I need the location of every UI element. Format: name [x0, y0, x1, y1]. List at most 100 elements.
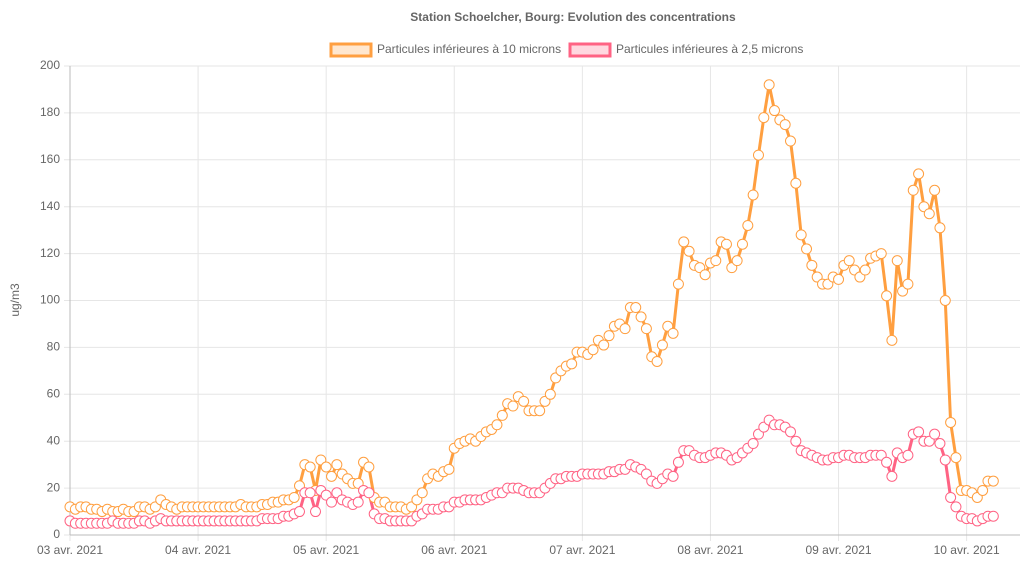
data-point: [833, 273, 845, 285]
data-point: [891, 255, 903, 267]
data-point: [352, 496, 364, 508]
x-tick-label: 08 avr. 2021: [677, 543, 743, 557]
y-tick-label: 40: [47, 433, 61, 447]
data-point: [651, 355, 663, 367]
y-tick-label: 80: [47, 340, 61, 354]
data-point: [859, 264, 871, 276]
x-tick-label: 04 avr. 2021: [165, 543, 231, 557]
data-point: [945, 416, 957, 428]
data-point: [363, 487, 375, 499]
y-tick-label: 180: [40, 105, 60, 119]
chart-title: Station Schoelcher, Bourg: Evolution des…: [410, 10, 736, 24]
data-point: [881, 456, 893, 468]
data-point: [886, 334, 898, 346]
data-point: [331, 459, 343, 471]
data-point: [566, 358, 578, 370]
data-point: [630, 302, 642, 314]
x-tick-label: 05 avr. 2021: [293, 543, 359, 557]
data-point: [934, 222, 946, 234]
data-point: [929, 428, 941, 440]
y-tick-label: 120: [40, 246, 60, 260]
data-point: [747, 189, 759, 201]
data-point: [977, 484, 989, 496]
y-tick-label: 200: [40, 58, 60, 72]
data-point: [640, 323, 652, 335]
data-point: [667, 327, 679, 339]
data-point: [672, 456, 684, 468]
data-point: [320, 461, 332, 473]
data-point: [768, 105, 780, 117]
x-tick-label: 09 avr. 2021: [806, 543, 872, 557]
y-tick-label: 100: [40, 293, 60, 307]
y-tick-label: 60: [47, 386, 61, 400]
data-point: [699, 269, 711, 281]
data-point: [790, 177, 802, 189]
data-point: [534, 405, 546, 417]
data-point: [288, 491, 300, 503]
data-point: [507, 400, 519, 412]
data-point: [881, 290, 893, 302]
data-point: [293, 506, 305, 518]
data-point: [304, 461, 316, 473]
data-point: [801, 243, 813, 255]
data-point: [747, 438, 759, 450]
data-point: [939, 454, 951, 466]
data-point: [785, 426, 797, 438]
data-point: [720, 238, 732, 250]
data-point: [326, 496, 338, 508]
data-point: [742, 219, 754, 231]
data-point: [987, 475, 999, 487]
data-point: [779, 119, 791, 131]
data-point: [326, 470, 338, 482]
data-point: [598, 339, 610, 351]
x-tick-label: 06 avr. 2021: [421, 543, 487, 557]
data-point: [939, 295, 951, 306]
data-point: [672, 278, 684, 290]
legend-swatch: [568, 42, 612, 58]
data-point: [304, 487, 316, 499]
data-point: [795, 229, 807, 241]
data-point: [945, 491, 957, 503]
data-point: [843, 255, 855, 267]
data-point: [518, 395, 530, 407]
data-point: [683, 245, 695, 257]
data-point: [929, 184, 941, 196]
data-point: [667, 470, 679, 482]
data-point: [923, 208, 935, 220]
data-point: [875, 248, 887, 260]
data-point: [763, 79, 775, 91]
x-tick-label: 07 avr. 2021: [549, 543, 615, 557]
data-point: [731, 255, 743, 267]
legend-label: Particules inférieures à 10 microns: [377, 42, 561, 56]
x-tick-label: 03 avr. 2021: [37, 543, 103, 557]
data-point: [619, 323, 631, 335]
data-point: [656, 339, 668, 351]
data-point: [902, 278, 914, 290]
data-point: [785, 135, 797, 147]
data-point: [496, 409, 508, 421]
y-tick-label: 160: [40, 152, 60, 166]
data-point: [635, 311, 647, 323]
data-point: [913, 426, 925, 438]
data-point: [790, 435, 802, 447]
series-line: [69, 83, 994, 514]
y-tick-label: 140: [40, 199, 60, 213]
data-point: [736, 238, 748, 250]
data-point: [806, 259, 818, 271]
data-point: [416, 487, 428, 499]
data-point: [987, 510, 999, 522]
legend-label: Particules inférieures à 2,5 microns: [616, 42, 803, 56]
data-point: [544, 388, 556, 400]
data-point: [950, 501, 962, 513]
data-point: [710, 255, 722, 267]
data-point: [363, 461, 375, 473]
data-point: [913, 168, 925, 180]
data-point: [758, 112, 770, 124]
y-tick-label: 0: [53, 527, 60, 541]
y-tick-label: 20: [47, 480, 61, 494]
data-point: [310, 506, 322, 518]
data-point: [950, 452, 962, 464]
x-tick-label: 10 avr. 2021: [934, 543, 1000, 557]
data-point: [603, 330, 615, 342]
